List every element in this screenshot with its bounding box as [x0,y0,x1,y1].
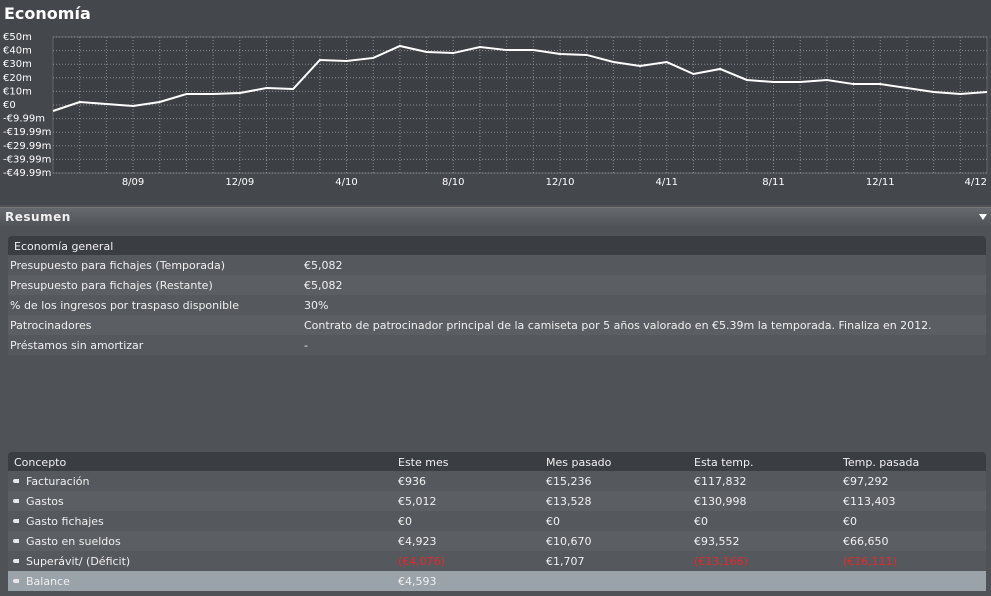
row-icon [13,539,19,543]
row-value: €66,650 [843,535,889,548]
header-cell: Esta temp. [694,456,754,469]
x-tick-label: 4/11 [656,177,678,188]
table-row: Gasto fichajes €0 €0 €0 €0 [8,511,986,531]
table-row: Superávit/ (Déficit) (€4,076) €1,707 (€13,1… [8,551,986,571]
row-label: Préstamos sin amortizar [10,339,144,352]
x-tick-label: 4/10 [335,177,357,188]
y-tick-label: -€49.99m [3,168,51,179]
collapse-icon[interactable] [979,214,987,220]
row-value: €93,552 [694,535,740,548]
x-tick-label: 8/10 [442,177,464,188]
x-tick-label: 4/12 [965,177,987,188]
section-bar[interactable]: Resumen [0,207,991,226]
x-tick-label: 12/09 [225,177,254,188]
row-value: (€4,076) [398,555,446,568]
x-tick-label: 8/11 [762,177,784,188]
row-label: Patrocinadores [10,319,92,332]
row-label: Gastos [26,495,64,508]
header-cell: Concepto [14,456,67,469]
y-tick-label: €50m [3,32,32,43]
row-icon [13,579,19,583]
row-icon [13,519,19,523]
row-value: €1,707 [546,555,585,568]
header-cell: Economía general [14,240,114,253]
table-header: Economía general [8,236,986,255]
row-label: Superávit/ (Déficit) [26,555,131,568]
table-row: Gastos €5,012 €13,528 €130,998 €113,403 [8,491,986,511]
row-value: (€16,111) [843,555,898,568]
y-tick-label: €30m [3,59,32,70]
row-value: €0 [546,515,560,528]
row-label: Presupuesto para fichajes (Restante) [10,279,213,292]
plot-area [52,36,988,174]
table-body: Presupuesto para fichajes (Temporada) €5,… [8,255,986,355]
header-cell: Este mes [398,456,449,469]
chart: €50m €40m €30m €20m €10m €0 -€9.99m -€19.99m -€2… [3,32,988,188]
header-cell: Temp. pasada [843,456,920,469]
row-value: €0 [843,515,857,528]
table-row: Presupuesto para fichajes (Temporada) €5,… [8,255,986,275]
row-label: Gasto en sueldos [26,535,121,548]
section-title: Resumen [5,210,71,224]
row-value: €97,292 [843,475,889,488]
x-tick-label: 12/11 [866,177,895,188]
table-row: Préstamos sin amortizar - [8,335,986,355]
page-title: Economía [4,4,91,23]
table-row: Balance €4,593 [8,571,986,591]
line [52,44,988,112]
row-value: €0 [694,515,708,528]
x-tick-label: 8/09 [122,177,144,188]
row-value: €10,670 [546,535,592,548]
header-cell: Mes pasado [546,456,612,469]
row-label: Balance [26,575,70,588]
row-value: Contrato de patrocinador principal de la… [304,319,932,332]
table-row: Presupuesto para fichajes (Restante) €5,0… [8,275,986,295]
row-value: 30% [304,299,329,312]
row-label: Presupuesto para fichajes (Temporada) [10,259,226,272]
row-value: €4,593 [398,575,437,588]
y-tick-label: -€9.99m [3,114,45,125]
row-label: Gasto fichajes [26,515,104,528]
row-value: €113,403 [843,495,896,508]
row-value: €13,528 [546,495,592,508]
y-tick-label: €40m [3,46,32,57]
x-tick-label: 12/10 [546,177,575,188]
row-value: €117,832 [694,475,747,488]
table-row: Facturación €936 €15,236 €117,832 €97,292 [8,471,986,491]
row-value: €5,082 [304,279,343,292]
row-value: €0 [398,515,412,528]
row-icon [13,499,19,503]
table-header: Concepto Este mes Mes pasado Esta temp. Temp… [8,452,986,471]
row-value: €5,082 [304,259,343,272]
y-tick-label: €0 [3,100,16,111]
table-row: % de los ingresos por traspaso disponibl… [8,295,986,315]
y-tick-label: €10m [3,86,32,97]
table-row: Patrocinadores Contrato de patrocinador p… [8,315,986,335]
y-tick-label: €20m [3,73,32,84]
row-value: €4,923 [398,535,437,548]
row-value: €5,012 [398,495,437,508]
row-value: (€13,166) [694,555,749,568]
row-value: €130,998 [694,495,747,508]
row-label: Facturación [26,475,90,488]
row-value: €15,236 [546,475,592,488]
row-icon [13,479,19,483]
row-icon [13,559,19,563]
y-tick-label: -€19.99m [3,127,51,138]
row-label: % de los ingresos por traspaso disponibl… [10,299,239,312]
y-tick-label: -€29.99m [3,141,51,152]
row-value: - [304,339,308,352]
table-body: Facturación €936 €15,236 €117,832 €97,292 Gas… [8,471,986,591]
finance-table: Concepto Este mes Mes pasado Esta temp. Temp… [8,452,986,591]
y-tick-label: -€39.99m [3,154,51,165]
row-value: €936 [398,475,426,488]
general-table: Economía general Presupuesto para fichaje… [8,236,986,355]
table-row: Gasto en sueldos €4,923 €10,670 €93,552 €66,… [8,531,986,551]
